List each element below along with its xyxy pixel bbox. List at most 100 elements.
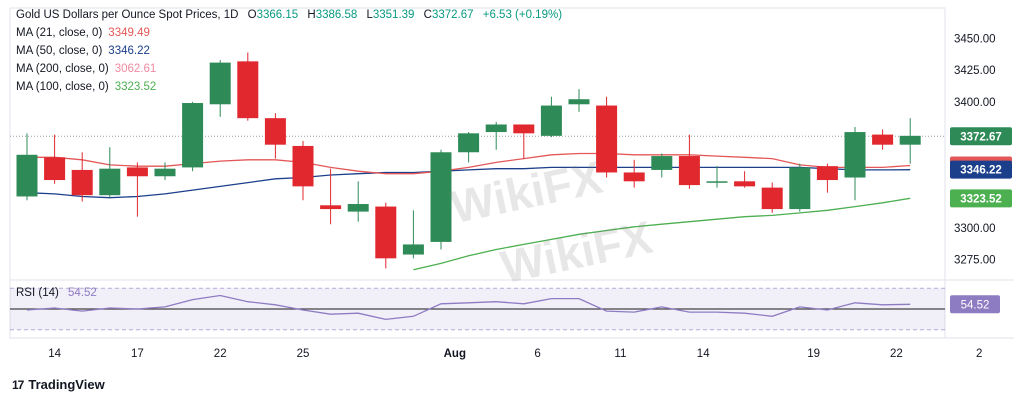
ohlc-row: Gold US Dollars per Ounce Spot Prices, 1… bbox=[16, 6, 562, 24]
candle-body bbox=[99, 168, 121, 196]
candle bbox=[485, 121, 507, 150]
candle-body bbox=[623, 172, 645, 182]
y-tick-label: 3400.00 bbox=[954, 97, 996, 109]
candle-body bbox=[872, 134, 894, 145]
ma100-line bbox=[413, 197, 911, 271]
candle-body bbox=[237, 61, 259, 119]
candle-body bbox=[430, 152, 452, 242]
x-tick-label: 25 bbox=[297, 348, 310, 360]
candle bbox=[320, 168, 342, 225]
candle bbox=[292, 140, 314, 201]
candle-body bbox=[347, 204, 369, 212]
candle-body bbox=[899, 135, 921, 145]
candle-body bbox=[182, 103, 204, 168]
candle bbox=[430, 149, 452, 250]
candle bbox=[71, 152, 93, 202]
candle-body bbox=[761, 187, 783, 210]
indicator-label: MA (50, close, 0) bbox=[16, 45, 103, 57]
rsi-badge: 54.52 bbox=[950, 295, 1000, 314]
candle bbox=[154, 162, 176, 181]
high-label: H bbox=[307, 9, 316, 21]
indicator-label: MA (21, close, 0) bbox=[16, 27, 103, 39]
candle-body bbox=[292, 145, 314, 187]
rsi-badge-bg bbox=[950, 295, 1000, 314]
candle-body bbox=[540, 105, 562, 136]
tradingview-logo-icon: 17 bbox=[12, 377, 24, 392]
candle-body bbox=[816, 166, 838, 181]
candle-body bbox=[734, 181, 756, 187]
price-badge-bg bbox=[950, 160, 1012, 179]
candle-body bbox=[844, 132, 866, 178]
open-value: 3366.15 bbox=[256, 9, 299, 21]
x-tick-label: 17 bbox=[131, 348, 144, 360]
candle-body bbox=[44, 157, 66, 181]
candle bbox=[623, 159, 645, 188]
indicator-ma50[interactable]: MA (50, close, 0) 3346.22 bbox=[16, 42, 562, 60]
indicator-label: MA (100, close, 0) bbox=[16, 81, 109, 93]
x-tick-label: Aug bbox=[444, 348, 466, 360]
candle bbox=[237, 52, 259, 121]
candle-body bbox=[16, 154, 38, 197]
candle bbox=[872, 129, 894, 150]
x-tick-label: 22 bbox=[214, 348, 227, 360]
x-tick-label: 14 bbox=[697, 348, 710, 360]
indicator-ma200[interactable]: MA (200, close, 0) 3062.61 bbox=[16, 60, 562, 78]
tradingview-logo-text: TradingView bbox=[28, 377, 105, 392]
y-tick-label: 3425.00 bbox=[954, 65, 996, 77]
price-badge-bg bbox=[950, 189, 1012, 208]
ma21-line bbox=[27, 152, 911, 175]
symbol-title[interactable]: Gold US Dollars per Ounce Spot Prices, 1… bbox=[16, 9, 239, 21]
candle bbox=[899, 118, 921, 164]
candle-body bbox=[568, 99, 590, 105]
candle bbox=[16, 133, 38, 201]
x-tick-label: 19 bbox=[807, 348, 820, 360]
x-tick-label: 2 bbox=[976, 348, 982, 360]
indicator-ma100[interactable]: MA (100, close, 0) 3323.52 bbox=[16, 78, 562, 96]
x-tick-label: 22 bbox=[890, 348, 903, 360]
candle bbox=[99, 147, 121, 198]
candle bbox=[182, 101, 204, 172]
indicator-label: MA (200, close, 0) bbox=[16, 63, 109, 75]
indicator-value: 3323.52 bbox=[114, 81, 157, 93]
indicator-ma21[interactable]: MA (21, close, 0) 3349.49 bbox=[16, 24, 562, 42]
y-tick-label: 3450.00 bbox=[954, 34, 996, 46]
y-tick-label: 3300.00 bbox=[954, 223, 996, 235]
candle bbox=[126, 162, 148, 217]
price-badge: 3372.67 bbox=[950, 127, 1012, 146]
change-value: +6.53 (+0.19%) bbox=[482, 9, 563, 21]
open-label: O bbox=[247, 9, 257, 21]
x-tick-label: 14 bbox=[48, 348, 61, 360]
candle bbox=[513, 124, 535, 159]
candle-body bbox=[209, 62, 231, 105]
candle bbox=[706, 166, 728, 188]
candle bbox=[458, 132, 480, 163]
indicator-value: 3062.61 bbox=[114, 63, 157, 75]
candle-body bbox=[154, 168, 176, 177]
rsi-legend[interactable]: RSI (14) 54.52 bbox=[16, 287, 97, 299]
candle bbox=[651, 153, 673, 178]
candle bbox=[596, 96, 618, 178]
candle-body bbox=[126, 167, 148, 177]
candle bbox=[789, 163, 811, 212]
candle bbox=[209, 60, 231, 117]
y-tick-label: 3275.00 bbox=[954, 255, 996, 267]
candle-body bbox=[71, 169, 93, 196]
ma50-line bbox=[26, 166, 911, 199]
candle bbox=[678, 134, 700, 189]
rsi-label: RSI (14) bbox=[16, 287, 59, 299]
tradingview-logo[interactable]: 17 TradingView bbox=[12, 377, 105, 392]
candle-body bbox=[789, 167, 811, 210]
candle bbox=[844, 127, 866, 201]
indicator-value: 3346.22 bbox=[108, 45, 150, 57]
candle-body bbox=[706, 181, 728, 183]
candle bbox=[375, 202, 397, 269]
x-tick-label: 11 bbox=[614, 348, 626, 360]
candle-body bbox=[320, 205, 342, 210]
price-badge-label: 3346.22 bbox=[960, 165, 1002, 177]
high-value: 3386.58 bbox=[315, 9, 358, 21]
close-value: 3372.67 bbox=[431, 9, 474, 21]
price-badge: 3323.52 bbox=[950, 189, 1012, 208]
low-label: L bbox=[366, 9, 373, 21]
price-badge: 3346.22 bbox=[950, 160, 1012, 179]
